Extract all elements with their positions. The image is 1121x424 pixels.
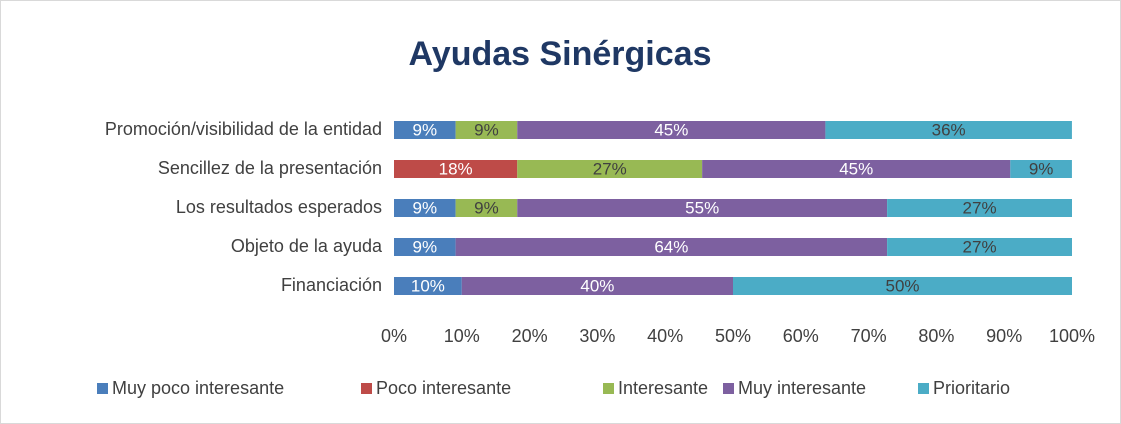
bar-segment — [394, 277, 462, 295]
data-label: 9% — [474, 198, 499, 217]
legend-swatch — [603, 383, 614, 394]
data-label: 9% — [474, 120, 499, 139]
data-label: 55% — [685, 198, 719, 217]
bar-segment — [517, 199, 888, 217]
bar-segment — [702, 160, 1011, 178]
legend-label: Muy poco interesante — [112, 378, 284, 398]
bar-segment — [455, 121, 518, 139]
x-tick-label: 20% — [512, 326, 548, 346]
x-tick-label: 40% — [647, 326, 683, 346]
legend-label: Muy interesante — [738, 378, 866, 398]
legend-label: Poco interesante — [376, 378, 511, 398]
data-label: 50% — [885, 276, 919, 295]
x-tick-label: 0% — [381, 326, 407, 346]
data-label: 9% — [1029, 159, 1054, 178]
data-label: 36% — [932, 120, 966, 139]
bar-segment — [733, 277, 1072, 295]
chart-title: Ayudas Sinérgicas — [409, 35, 712, 73]
legend-swatch — [97, 383, 108, 394]
x-tick-label: 30% — [579, 326, 615, 346]
data-label: 10% — [411, 276, 445, 295]
x-tick-label: 60% — [783, 326, 819, 346]
legend-swatch — [361, 383, 372, 394]
bar-segment — [887, 199, 1072, 217]
x-tick-label: 100% — [1049, 326, 1095, 346]
data-label: 9% — [413, 120, 438, 139]
x-tick-label: 90% — [986, 326, 1022, 346]
data-label: 27% — [963, 198, 997, 217]
data-label: 9% — [413, 237, 438, 256]
y-tick-label: Financiación — [281, 275, 382, 295]
data-label: 64% — [654, 237, 688, 256]
legend-swatch — [723, 383, 734, 394]
x-tick-label: 80% — [918, 326, 954, 346]
bar-segment — [461, 277, 733, 295]
data-label: 9% — [413, 198, 438, 217]
y-tick-label: Promoción/visibilidad de la entidad — [105, 119, 382, 139]
data-label: 27% — [963, 237, 997, 256]
bar-segment — [394, 121, 456, 139]
data-label: 18% — [439, 159, 473, 178]
data-label: 45% — [839, 159, 873, 178]
bar-segment — [455, 199, 518, 217]
x-tick-label: 50% — [715, 326, 751, 346]
y-tick-label: Objeto de la ayuda — [231, 236, 383, 256]
bar-segment — [517, 121, 826, 139]
data-label: 27% — [593, 159, 627, 178]
bar-segment — [455, 238, 888, 256]
x-tick-label: 10% — [444, 326, 480, 346]
bar-segment — [394, 238, 456, 256]
x-tick-label: 70% — [851, 326, 887, 346]
y-tick-label: Sencillez de la presentación — [158, 158, 382, 178]
legend-swatch — [918, 383, 929, 394]
data-label: 45% — [654, 120, 688, 139]
bar-segment — [394, 160, 518, 178]
legend-label: Prioritario — [933, 378, 1010, 398]
y-tick-label: Los resultados esperados — [176, 197, 382, 217]
bar-segment — [517, 160, 703, 178]
bar-segment — [1010, 160, 1072, 178]
bar-segment — [825, 121, 1072, 139]
bar-segment — [394, 199, 456, 217]
data-label: 40% — [580, 276, 614, 295]
bar-segment — [887, 238, 1072, 256]
legend-label: Interesante — [618, 378, 708, 398]
